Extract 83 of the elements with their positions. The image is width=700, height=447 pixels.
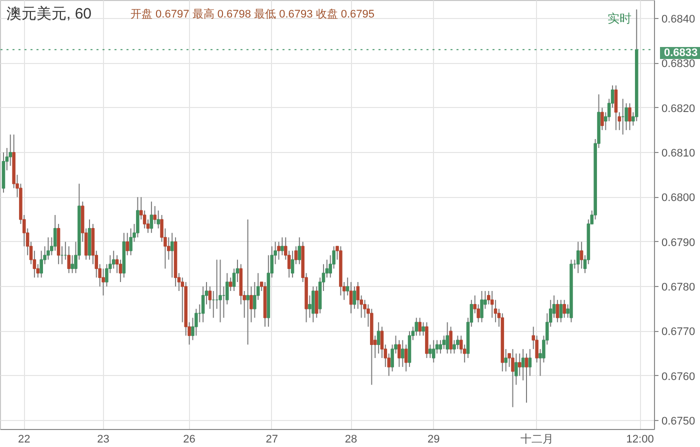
y-tick-label: 0.6810	[662, 147, 696, 160]
candlestick	[528, 348, 532, 376]
y-tick-label: 0.6780	[662, 282, 696, 294]
candlestick	[112, 250, 116, 270]
candlestick	[312, 286, 315, 323]
annotation: 实时	[608, 12, 632, 26]
candlestick	[352, 286, 356, 310]
chart-title: 澳元美元, 60	[6, 6, 92, 22]
candlestick	[524, 353, 528, 404]
candlestick	[480, 290, 484, 323]
candlestick	[449, 326, 452, 354]
candlestick	[126, 232, 129, 256]
y-tick-label: 0.6800	[662, 192, 696, 204]
candlestick	[418, 317, 422, 336]
candlestick	[290, 250, 294, 278]
candlestick	[400, 340, 404, 368]
candlestick	[628, 102, 632, 131]
candlestick	[414, 317, 418, 336]
candlestick	[398, 340, 401, 368]
x-tick-label: 23	[97, 434, 110, 446]
candlestick	[218, 259, 222, 323]
candlestick	[8, 134, 12, 166]
y-tick-label: 0.6750	[662, 416, 696, 428]
candlestick	[246, 218, 250, 346]
y-tick-label: 0.6830	[662, 58, 696, 70]
candlestick	[428, 344, 432, 358]
candlestick	[150, 201, 154, 234]
candlestick	[504, 348, 508, 372]
candlestick	[118, 259, 122, 283]
candlestick	[511, 348, 514, 408]
candlestick	[446, 322, 449, 354]
candlestick	[102, 268, 105, 296]
x-tick-label: 26	[183, 434, 196, 446]
candlestick	[70, 254, 74, 274]
candlestick	[156, 210, 160, 229]
y-tick-label: 0.6820	[662, 102, 696, 115]
y-tick-label: 0.6840	[662, 13, 696, 26]
candlestick	[376, 322, 380, 354]
candlestick	[129, 228, 132, 256]
candlestick	[422, 322, 425, 336]
candlestick	[438, 340, 442, 354]
x-tick-label: 29	[427, 434, 440, 446]
y-tick-label: 0.6760	[662, 370, 696, 383]
candlestick	[349, 282, 353, 314]
candlestick	[153, 206, 157, 224]
candlestick	[201, 286, 205, 323]
candlestick	[562, 299, 566, 318]
x-tick-label: 27	[266, 434, 278, 446]
y-tick-label: 0.6770	[662, 326, 696, 338]
candlestick	[136, 196, 140, 238]
candlestick	[521, 348, 525, 381]
candlestick	[170, 232, 174, 278]
x-tick-label: 22	[18, 434, 30, 446]
ref-line-label: 0.6833	[664, 47, 698, 59]
candlestick	[559, 299, 563, 323]
candlestick	[432, 340, 436, 363]
candlestick	[580, 241, 584, 270]
candlestick	[576, 241, 580, 274]
candlestick	[308, 294, 312, 318]
candlestick	[518, 353, 522, 376]
candlestick	[452, 340, 456, 354]
candlestick	[53, 214, 57, 252]
text: 开盘 0.6797 最高 0.6798 最低 0.6793 收盘 0.6795	[130, 8, 374, 20]
candlestick	[298, 236, 302, 265]
candlestick	[556, 299, 560, 323]
candlestick	[194, 308, 198, 336]
candlestick	[277, 241, 280, 260]
candlestick	[46, 236, 50, 260]
x-tick-label: 28	[344, 434, 358, 446]
x-tick-label: 十二月	[520, 432, 554, 446]
candlestick	[614, 84, 618, 131]
candlestick	[404, 344, 408, 372]
candlestick	[228, 277, 232, 292]
x-tick-label: 12:00	[626, 434, 654, 446]
candlestick	[624, 102, 628, 131]
candlestick	[600, 107, 604, 131]
candlestick	[280, 236, 284, 256]
candlestick	[442, 335, 446, 350]
candlestick	[67, 246, 71, 274]
candlestick	[40, 250, 43, 278]
candlestick	[490, 290, 494, 318]
y-tick-label: 0.6790	[662, 236, 696, 249]
candlestick	[456, 335, 460, 350]
